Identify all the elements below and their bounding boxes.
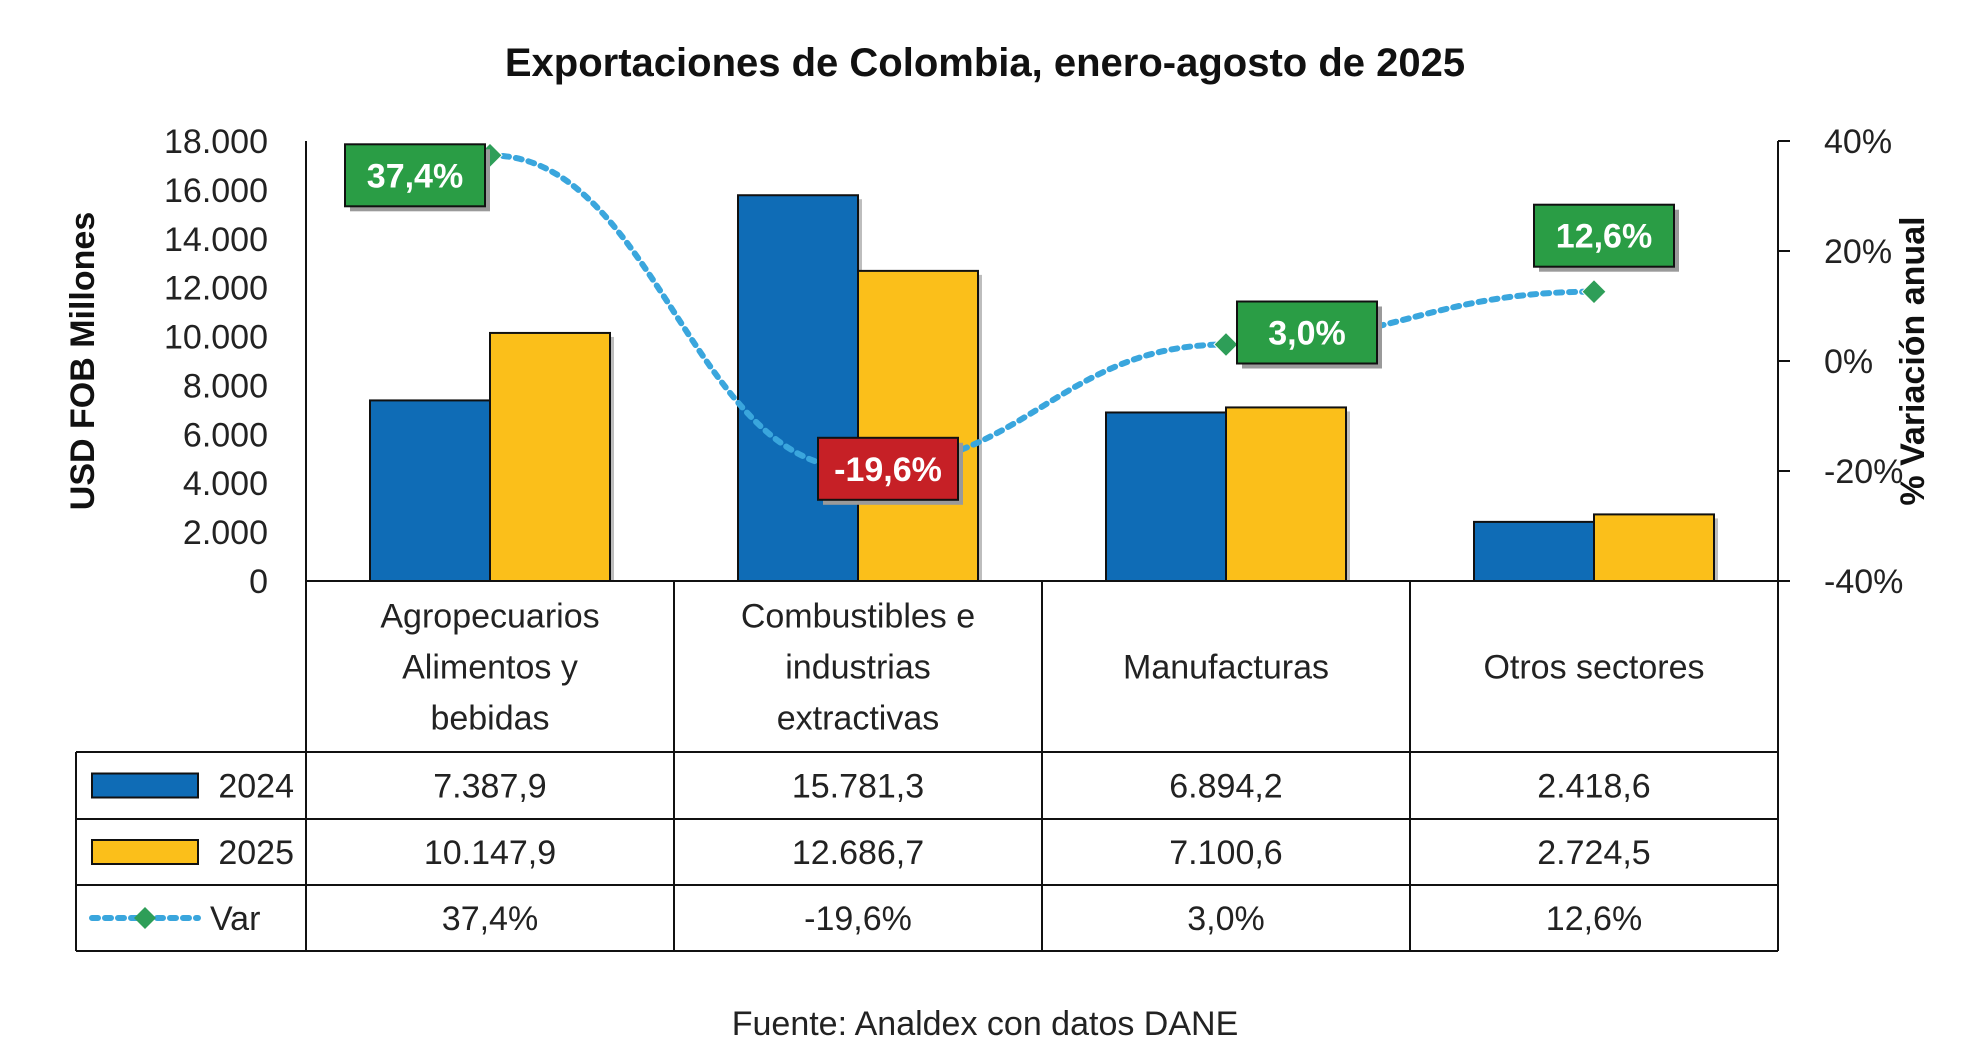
- var-data-label: 12,6%: [1556, 218, 1652, 256]
- label-box: [1533, 203, 1675, 268]
- var-data-label: -19,6%: [834, 451, 942, 489]
- var-marker: [1213, 331, 1239, 358]
- table-cell: -19,6%: [804, 900, 912, 938]
- table-cell: 15.781,3: [792, 768, 924, 806]
- table-cell: 7.100,6: [1169, 834, 1282, 872]
- y2-tick-label: 20%: [1824, 233, 1892, 271]
- y-tick-label: 10.000: [164, 319, 268, 357]
- legend-label: 2025: [218, 834, 294, 872]
- y-axis-title: USD FOB Millones: [64, 212, 102, 510]
- y-tick-label: 0: [249, 563, 268, 601]
- data-table: Agropecuarios Alimentos y bebidas Combustib…: [75, 580, 1779, 952]
- table-cell: 2.724,5: [1537, 834, 1650, 872]
- bar-2024: [369, 399, 491, 582]
- table-cell: 6.894,2: [1169, 768, 1282, 806]
- legend-key-2024: [91, 772, 199, 799]
- y-tick-label: 16.000: [164, 172, 268, 210]
- table-cell: 10.147,9: [424, 834, 556, 872]
- category-label: Alimentos y: [402, 649, 578, 687]
- var-line: [487, 152, 1597, 472]
- y2-tick-label: -40%: [1824, 563, 1903, 601]
- bar-2024: [737, 194, 859, 582]
- category-label: Manufacturas: [1123, 649, 1329, 687]
- axes: 0 2.000 4.000 6.000 8.000 10.000 12.000 14.000 1…: [64, 123, 1932, 601]
- bar-2025: [1593, 513, 1715, 583]
- legend-label: 2024: [218, 768, 294, 806]
- variation-line: 37,4% -19,6% 3,0% 12,6%: [344, 142, 1679, 505]
- label-box: [344, 143, 486, 208]
- table-cell: 2.418,6: [1537, 768, 1650, 806]
- category-label: Agropecuarios: [380, 598, 599, 636]
- bar-2025: [857, 269, 979, 582]
- category-label: Otros sectores: [1483, 649, 1704, 687]
- y-tick-label: 4.000: [183, 465, 268, 503]
- y-tick-label: 6.000: [183, 416, 268, 454]
- table-cell: 12,6%: [1546, 900, 1642, 938]
- table-cell: 3,0%: [1187, 900, 1265, 938]
- legend-key-marker: [134, 907, 156, 929]
- y-tick-label: 8.000: [183, 367, 268, 405]
- y-tick-label: 12.000: [164, 270, 268, 308]
- legend-label: Var: [210, 900, 260, 938]
- var-marker: [1581, 278, 1607, 305]
- bar-2024: [1473, 520, 1595, 582]
- table-cell: 37,4%: [442, 900, 538, 938]
- y-tick-label: 18.000: [164, 123, 268, 161]
- category-label: Combustibles e: [741, 598, 975, 636]
- bar-2025: [1225, 406, 1347, 582]
- var-data-label: 37,4%: [367, 157, 463, 195]
- bar-2024: [1105, 411, 1227, 582]
- category-label: industrias: [785, 649, 931, 687]
- label-box: [1236, 300, 1378, 365]
- table-cell: 7.387,9: [433, 768, 546, 806]
- category-label: extractivas: [777, 700, 940, 738]
- chart-title: Exportaciones de Colombia, enero-agosto …: [505, 41, 1465, 85]
- y2-tick-label: 40%: [1824, 123, 1892, 161]
- category-label: bebidas: [430, 700, 549, 738]
- table-cell: 12.686,7: [792, 834, 924, 872]
- legend-key-2025: [91, 839, 199, 865]
- y2-tick-label: 0%: [1824, 343, 1873, 381]
- y2-tick-label: -20%: [1824, 453, 1903, 491]
- var-data-label: 3,0%: [1268, 315, 1346, 353]
- bars: [369, 194, 1718, 583]
- label-box: [817, 436, 959, 501]
- y-tick-label: 14.000: [164, 221, 268, 259]
- y-tick-label: 2.000: [183, 514, 268, 552]
- bar-2025: [489, 331, 611, 582]
- y2-axis-title: % Variación anual: [1894, 216, 1932, 505]
- source-note: Fuente: Analdex con datos DANE: [732, 1005, 1239, 1043]
